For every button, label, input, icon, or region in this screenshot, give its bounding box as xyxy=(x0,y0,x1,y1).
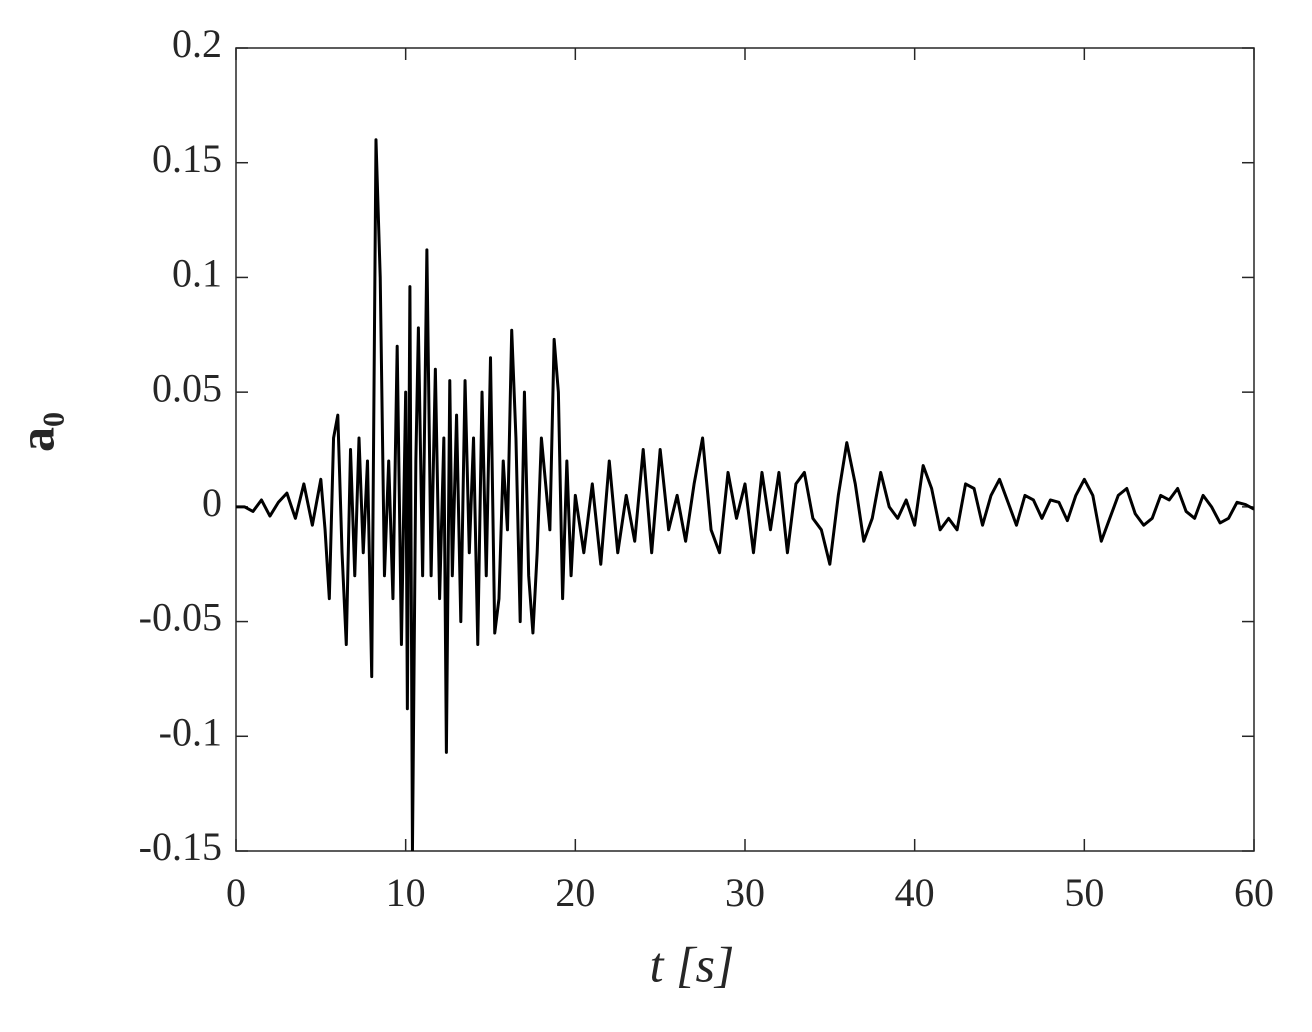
y-tick-label: 0.15 xyxy=(152,136,222,181)
x-axis-label: t [s] xyxy=(650,936,735,992)
x-tick-label: 30 xyxy=(725,870,765,915)
y-tick-label: 0.05 xyxy=(152,365,222,410)
y-tick-label: 0.2 xyxy=(172,21,222,66)
y-axis-label: a₀ xyxy=(8,412,64,452)
y-tick-label: 0.1 xyxy=(172,251,222,296)
y-tick-label: -0.05 xyxy=(139,595,222,640)
y-tick-label: -0.1 xyxy=(159,709,222,754)
y-tick-label: -0.15 xyxy=(139,824,222,869)
data-line xyxy=(236,138,1254,851)
x-tick-label: 20 xyxy=(555,870,595,915)
x-tick-label: 10 xyxy=(386,870,426,915)
x-tick-label: 0 xyxy=(226,870,246,915)
x-tick-label: 60 xyxy=(1234,870,1274,915)
plot-frame xyxy=(235,47,1255,852)
y-tick-label: 0 xyxy=(202,480,222,525)
x-tick-label: 50 xyxy=(1064,870,1104,915)
x-tick-label: 40 xyxy=(895,870,935,915)
